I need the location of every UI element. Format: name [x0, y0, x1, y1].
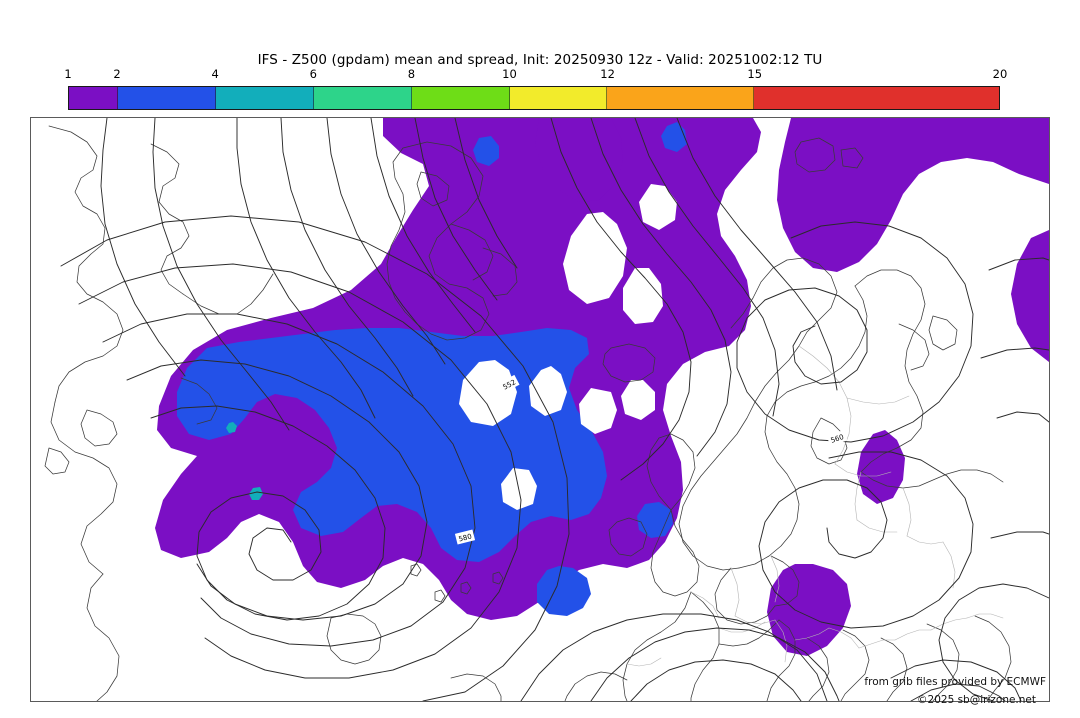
colorbar-segment-8-10	[411, 87, 510, 109]
colorbar-tick-1: 1	[64, 67, 72, 81]
spread-region-teal-speck2	[226, 422, 237, 433]
contour-label-layer: 552 580 560	[454, 374, 848, 545]
map-svg: 552 580 560	[31, 118, 1049, 701]
colorbar-tick-2: 2	[113, 67, 121, 81]
colorbar: 1 2 4 6 8 10 12 15 20	[64, 67, 1007, 110]
colorbar-segment-15-20	[754, 87, 999, 109]
colorbar-tick-20: 20	[992, 67, 1008, 81]
spread-region-blue-topcenter	[661, 122, 687, 152]
spread-region-purple-blacksea	[857, 430, 905, 504]
colorbar-tick-6: 6	[309, 67, 317, 81]
map-canvas[interactable]: 552 580 560	[30, 117, 1050, 702]
colorbar-segment-12-15	[607, 87, 755, 109]
contour-label-560: 560	[830, 433, 845, 445]
spread-region-blue-westbritain	[637, 502, 673, 538]
spread-region-blue-biscay	[537, 566, 591, 616]
colorbar-segment-4-6	[215, 87, 314, 109]
colorbar-segment-2-4	[117, 87, 216, 109]
colorbar-tick-labels: 1 2 4 6 8 10 12 15 20	[64, 67, 1007, 83]
colorbar-tick-8: 8	[407, 67, 416, 81]
page-title: IFS - Z500 (gpdam) mean and spread, Init…	[257, 52, 823, 68]
spread-region-purple-norwegian	[777, 118, 1049, 272]
colorbar-gradient	[68, 86, 1000, 110]
spread-region-teal-speck	[249, 487, 263, 500]
coastline-layer	[44, 125, 1012, 701]
contour-line-layer	[60, 118, 1049, 701]
colorbar-tick-15: 15	[747, 67, 763, 81]
contour-label-580: 580	[458, 532, 473, 543]
colorbar-tick-10: 10	[502, 67, 517, 81]
spread-region-purple-balkans	[767, 564, 851, 656]
colorbar-segment-1-2	[69, 87, 118, 109]
colorbar-tick-4: 4	[211, 67, 219, 81]
colorbar-segment-6-8	[313, 87, 412, 109]
copyright-attribution: ©2025 sb@irizone.net	[917, 694, 1036, 706]
colorbar-tick-12: 12	[600, 67, 615, 81]
spread-region-blue-iceland	[473, 136, 499, 166]
colorbar-segment-10-12	[509, 87, 608, 109]
spread-region-purple-east-edge	[1011, 230, 1049, 362]
source-attribution: from grib files provided by ECMWF	[864, 676, 1046, 688]
